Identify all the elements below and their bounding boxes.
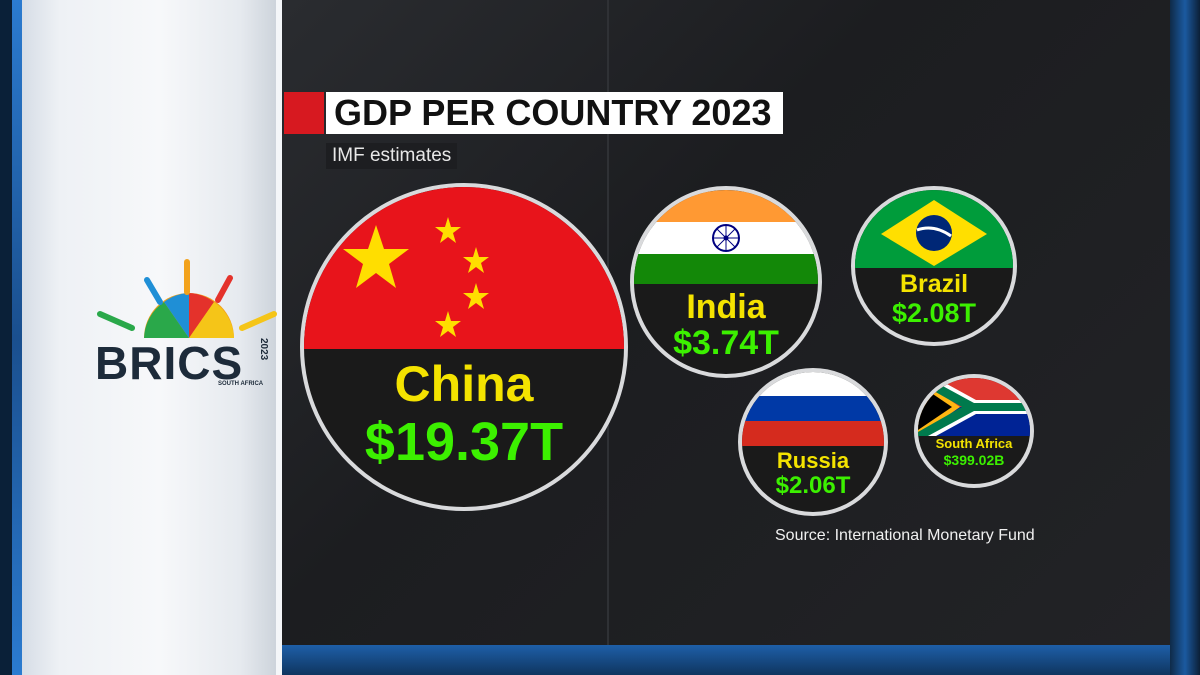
brazil-gdp-value: $2.08T bbox=[891, 298, 977, 328]
south-africa-flag-icon bbox=[918, 378, 1030, 436]
brics-logo-icon bbox=[97, 259, 277, 338]
page-title: GDP PER COUNTRY 2023 bbox=[326, 92, 784, 134]
china-flag-icon bbox=[304, 187, 624, 349]
russia-flag-icon bbox=[742, 372, 884, 446]
country-south-africa: South Africa $399.02B bbox=[914, 374, 1034, 488]
brics-logo-text: BRICS bbox=[95, 337, 244, 389]
russia-gdp-value: $2.06T bbox=[775, 472, 851, 499]
left-edge-light bbox=[12, 0, 22, 675]
country-brazil: Brazil $2.08T bbox=[851, 186, 1017, 346]
brazil-flag-icon bbox=[855, 190, 1013, 268]
russia-name: Russia bbox=[776, 448, 850, 473]
south-africa-name: South Africa bbox=[935, 436, 1013, 451]
china-name: China bbox=[394, 356, 534, 412]
china-gdp-value: $19.37T bbox=[364, 412, 564, 472]
floor-light bbox=[282, 645, 1170, 675]
left-studio-panel bbox=[0, 0, 282, 675]
source-note: Source: International Monetary Fund bbox=[775, 527, 1035, 544]
brics-logo-year: 2023 bbox=[258, 338, 269, 361]
panel-divider bbox=[276, 0, 282, 675]
country-india: India $3.74T bbox=[630, 186, 822, 378]
south-africa-gdp-value: $399.02B bbox=[943, 452, 1005, 468]
title-accent-bar bbox=[284, 92, 324, 134]
india-name: India bbox=[686, 288, 766, 326]
brics-logo-location: SOUTH AFRICA bbox=[218, 381, 264, 387]
right-edge-light bbox=[1170, 0, 1200, 675]
country-russia: Russia $2.06T bbox=[738, 368, 888, 516]
brazil-name: Brazil bbox=[899, 270, 969, 298]
country-china: China $19.37T bbox=[300, 183, 628, 511]
india-flag-icon bbox=[634, 190, 818, 284]
page-subtitle: IMF estimates bbox=[326, 143, 458, 169]
india-gdp-value: $3.74T bbox=[673, 324, 779, 362]
